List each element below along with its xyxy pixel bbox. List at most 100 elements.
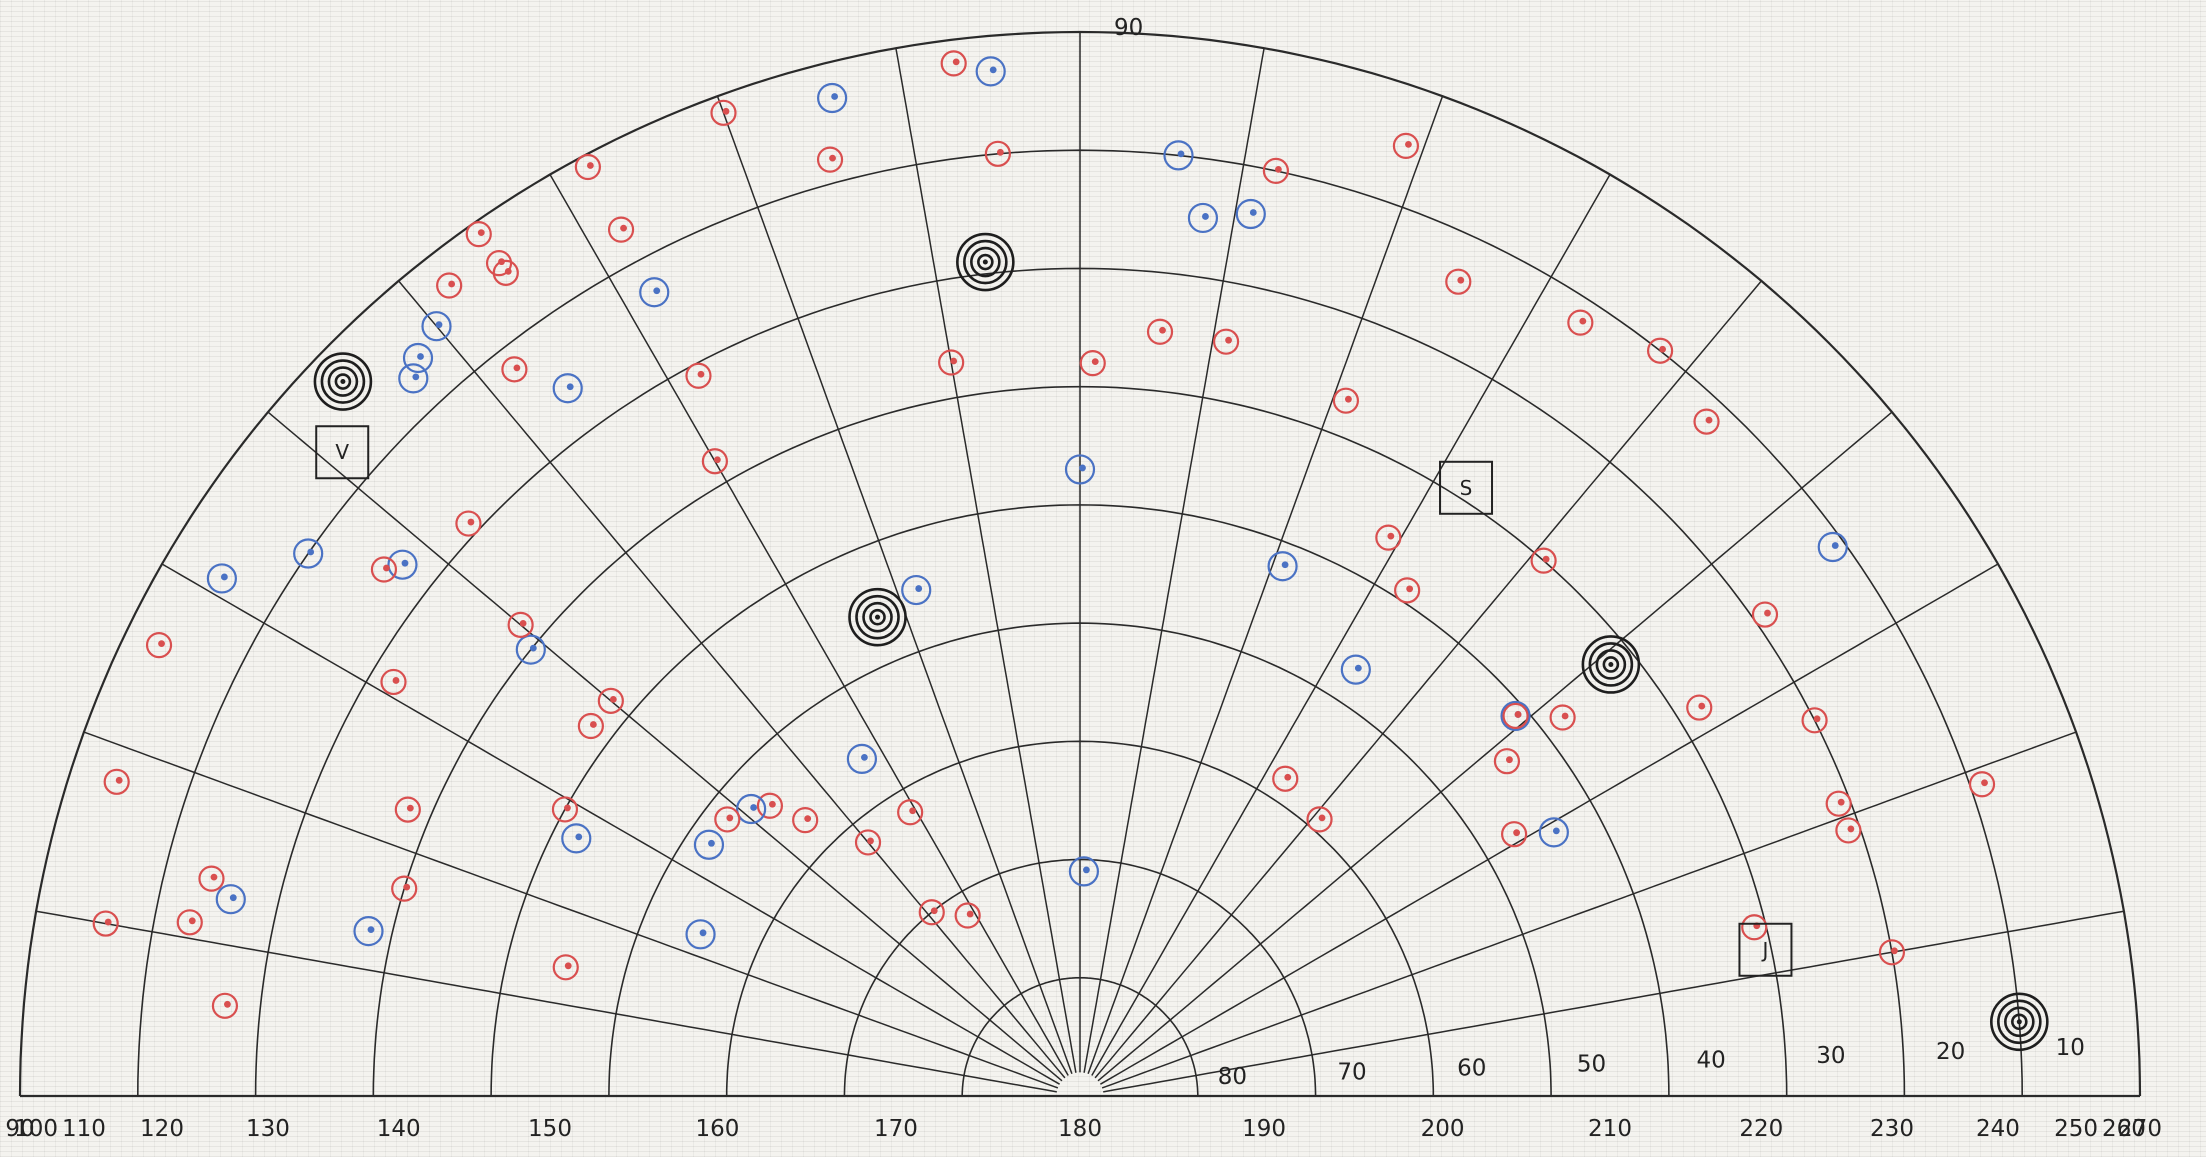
blue-marker-ring [1235, 198, 1266, 230]
red-marker-dot [867, 837, 874, 845]
azimuth-line-120 [161, 563, 1060, 1085]
red-marker-dot [1891, 947, 1898, 955]
target-center [340, 379, 346, 385]
blue-marker [736, 793, 767, 825]
boxes-layer: S V J [315, 425, 1793, 977]
altitude-label-20: 20 [1936, 1039, 1965, 1065]
label-box-text: V [335, 440, 349, 464]
concentric-target [956, 232, 1015, 292]
red-marker-ring [1741, 914, 1768, 941]
red-marker-ring [92, 910, 119, 937]
red-marker-ring [1751, 601, 1779, 628]
red-marker-ring [938, 349, 965, 376]
red-marker [1079, 350, 1106, 377]
target-ring [977, 253, 994, 271]
red-marker-ring [552, 954, 579, 981]
blue-marker [846, 743, 878, 774]
red-marker [1272, 765, 1299, 792]
azimuth-line-110 [83, 731, 1059, 1089]
target-ring [1581, 635, 1641, 694]
red-marker [176, 909, 203, 936]
red-marker [1835, 817, 1862, 844]
blue-marker-ring [402, 342, 434, 374]
red-marker [756, 792, 784, 819]
red-marker [1741, 914, 1768, 941]
red-marker [1549, 704, 1576, 731]
azimuth-line-170 [895, 48, 1077, 1073]
red-marker [465, 221, 492, 248]
blue-marker-dot [1202, 213, 1209, 220]
red-marker-ring [816, 146, 844, 173]
red-marker-dot [952, 58, 960, 66]
concentric-target [1581, 635, 1641, 694]
red-marker-ring [1686, 694, 1713, 721]
red-marker-ring [507, 611, 534, 638]
blue-marker-ring [1068, 856, 1100, 887]
azimuth-label-270: 270 [2118, 1116, 2162, 1142]
red-marker-dot [1705, 416, 1713, 424]
red-marker [1392, 132, 1420, 159]
red-marker-dot [609, 695, 617, 703]
red-marker-ring [1835, 817, 1862, 844]
label-box-text: S [1460, 476, 1473, 500]
red-marker-ring [551, 796, 579, 823]
red-marker [507, 611, 534, 638]
red-marker-dot [467, 518, 475, 526]
blue-marker-ring [685, 919, 716, 950]
blue-marker-ring [639, 277, 670, 308]
blue-marker-ring [1817, 531, 1848, 563]
azimuth-line-150 [549, 174, 1069, 1076]
blue-marker [1538, 817, 1569, 848]
red-marker-ring [1445, 268, 1472, 295]
azimuth-label-190: 190 [1242, 1116, 1286, 1142]
blue-marker-ring [1163, 140, 1194, 171]
red-marker-dot [909, 807, 917, 815]
label-box-v: V [315, 425, 370, 480]
red-marker-dot [950, 357, 958, 365]
blue-marker-dot [1249, 209, 1257, 216]
red-marker [551, 796, 579, 823]
target-ring [2004, 1006, 2035, 1038]
blue-marker-dot [708, 839, 715, 847]
red-marker [1801, 707, 1828, 734]
red-marker [1146, 318, 1174, 345]
targets-layer [313, 232, 2049, 1052]
blue-marker-dot [401, 559, 409, 567]
azimuth-label-130: 130 [246, 1116, 290, 1142]
target-ring [2011, 1013, 2028, 1031]
blue-marker-dot [1552, 827, 1560, 835]
azimuth-label-260: 260 [2102, 1116, 2146, 1142]
red-marker-ring [145, 632, 173, 659]
blue-marker [1163, 140, 1194, 171]
red-marker [1375, 524, 1402, 551]
azimuth-line-140 [398, 280, 1066, 1079]
red-marker-ring [854, 829, 882, 856]
red-marker-ring [1306, 806, 1333, 833]
red-marker [940, 50, 967, 77]
blue-marker-dot [861, 753, 868, 761]
azimuth-line-190 [1083, 48, 1265, 1073]
red-marker [380, 668, 407, 696]
red-marker-dot [477, 229, 485, 237]
red-marker-dot [224, 1000, 231, 1008]
label-box-frame [1439, 460, 1494, 515]
red-marker-dot [1513, 829, 1521, 837]
blue-marker-ring [817, 82, 848, 114]
blue-marker-dot [1281, 561, 1289, 569]
blue-marker [639, 277, 670, 308]
blue-marker-dot [229, 894, 237, 902]
azimuth-label-180: 180 [1058, 1116, 1102, 1142]
red-marker [1445, 268, 1472, 295]
red-marker-dot [406, 804, 414, 812]
red-marker [1968, 771, 1996, 798]
red-marker-ring [701, 448, 728, 475]
blue-marker [552, 373, 583, 404]
red-marker-ring [198, 865, 225, 892]
red-marker [501, 356, 528, 383]
red-marker-dot [1561, 712, 1569, 720]
blue-marker [421, 311, 452, 342]
red-marker-dot [1981, 779, 1988, 787]
concentric-target [848, 587, 907, 647]
red-marker-ring [597, 687, 624, 714]
